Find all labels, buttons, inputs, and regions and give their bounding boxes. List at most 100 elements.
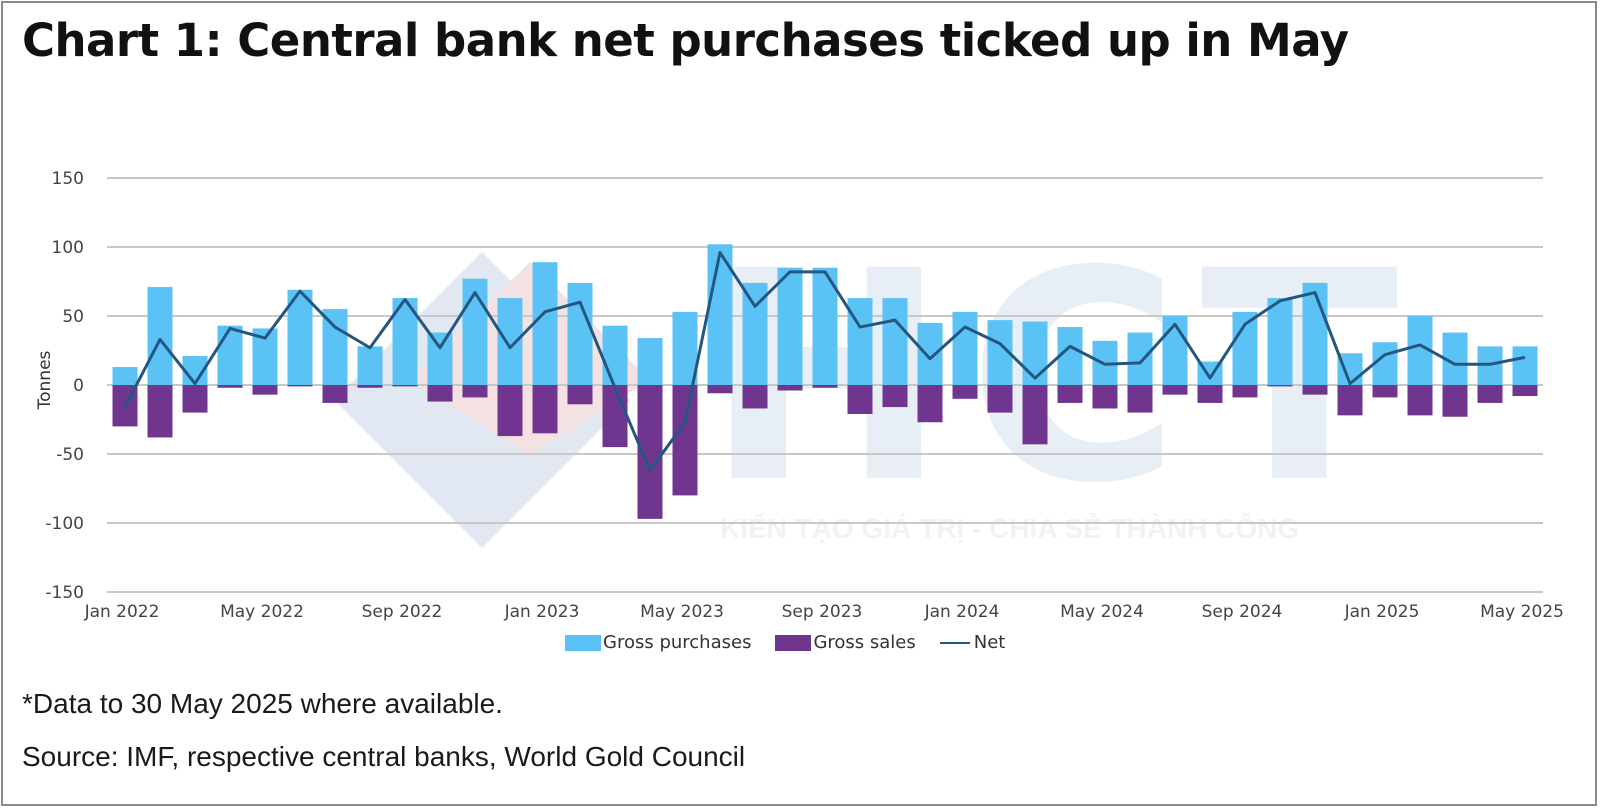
watermark-diamond-red [410,262,650,455]
bar-gross-sales [1092,385,1118,409]
bar-gross-sales [1372,385,1398,398]
bar-gross-purchases [532,262,558,385]
legend: Gross purchases Gross sales Net [565,632,1029,653]
bar-gross-purchases [462,278,488,385]
bar-gross-purchases [287,289,313,385]
footnote: *Data to 30 May 2025 where available. [22,688,503,719]
x-tick-label: Jan 2025 [1344,602,1420,622]
x-tick-label: May 2024 [1060,602,1144,622]
bar-gross-purchases [1372,342,1398,385]
legend-item-gross-purchases: Gross purchases [565,632,751,653]
legend-swatch-net [939,641,970,644]
bar-gross-sales [742,385,768,409]
legend-label-net: Net [973,632,1006,653]
bar-gross-sales [1512,385,1538,397]
bar-gross-purchases [147,287,173,385]
y-tick-label: 0 [73,376,84,396]
bar-gross-sales [1477,385,1503,403]
x-tick-label: Sep 2022 [362,602,443,622]
bar-gross-purchases [112,367,138,385]
bar-gross-sales [287,385,313,387]
bar-gross-sales [1302,385,1328,395]
bar-gross-sales [182,385,208,413]
bar-gross-sales [567,385,593,405]
bar-gross-purchases [882,298,908,385]
x-tick-label: May 2022 [220,602,304,622]
bar-gross-sales [1407,385,1433,416]
bar-gross-sales [1337,385,1363,416]
bar-gross-sales [532,385,558,434]
y-tick-label: 150 [52,169,84,189]
bar-gross-purchases [567,282,593,385]
y-tick-label: 100 [52,238,84,258]
x-tick-label: Sep 2024 [1202,602,1283,622]
bar-gross-sales [707,385,733,394]
x-axis: Jan 2022 May 2022 Sep 2022 Jan 2023 May 2023… [84,602,1564,622]
bar-gross-purchases [1057,327,1083,385]
bar-gross-purchases [497,298,523,385]
bar-gross-sales [847,385,873,414]
legend-swatch-gross-purchases [565,634,601,651]
bar-gross-sales [1267,385,1293,387]
bar-gross-sales [497,385,523,437]
watermark-tagline: KIẾN TẠO GIÁ TRỊ - CHIA SẺ THÀNH CÔNG [720,512,1299,544]
legend-swatch-gross-sales [775,634,812,651]
x-tick-label: Sep 2023 [782,602,863,622]
bar-gross-sales [1127,385,1153,413]
x-tick-label: Jan 2024 [924,602,1000,622]
x-tick-label: Jan 2023 [504,602,580,622]
chart-title: Chart 1: Central bank net purchases tick… [22,14,1349,67]
bar-gross-purchases [1302,282,1328,385]
bar-gross-sales [672,385,698,496]
y-axis: 150 100 50 0 -50 -100 -150 [45,169,84,603]
bar-gross-purchases [672,311,698,385]
bar-gross-sales [357,385,383,388]
bar-gross-sales [1162,385,1188,395]
source-note: Source: IMF, respective central banks, W… [22,741,746,772]
bar-gross-sales [1022,385,1048,445]
bar-gross-purchases [917,322,943,385]
bar-gross-sales [602,385,628,448]
bar-gross-sales [1232,385,1258,398]
bar-gross-sales [217,385,243,388]
bar-gross-sales [987,385,1013,413]
bar-gross-purchases [322,309,348,385]
bar-gross-sales [322,385,348,403]
bar-gross-purchases [637,338,663,385]
legend-label-gross-purchases: Gross purchases [603,632,752,653]
y-axis-label: Tonnes [35,350,55,410]
bar-gross-sales [392,385,418,387]
x-tick-label: May 2025 [1480,602,1564,622]
bar-gross-sales [427,385,453,402]
legend-item-net: Net [939,632,1006,653]
bar-gross-sales [147,385,173,438]
bar-gross-sales [917,385,943,423]
bar-gross-sales [1442,385,1468,417]
bar-gross-purchases [1162,316,1188,385]
bar-gross-purchases [952,311,978,385]
y-tick-label: -100 [45,514,84,534]
x-tick-label: May 2023 [640,602,724,622]
y-tick-label: 50 [62,307,84,327]
legend-label-gross-sales: Gross sales [813,632,916,653]
bar-gross-purchases [1267,298,1293,385]
x-tick-label: Jan 2022 [84,602,160,622]
bar-gross-sales [812,385,838,388]
bar-gross-purchases [217,325,243,385]
bar-gross-sales [1057,385,1083,403]
bar-gross-purchases [777,267,803,385]
bar-gross-purchases [1127,332,1153,385]
bar-gross-sales [1197,385,1223,403]
bar-gross-sales [952,385,978,399]
legend-item-gross-sales: Gross sales [775,632,916,653]
bar-gross-purchases [602,325,628,385]
bar-gross-purchases [357,346,383,385]
bar-gross-sales [777,385,803,391]
y-tick-label: -50 [56,445,84,465]
bar-gross-sales [462,385,488,398]
bar-gross-purchases [427,332,453,385]
series-net [123,251,1526,473]
bar-gross-sales [252,385,278,395]
